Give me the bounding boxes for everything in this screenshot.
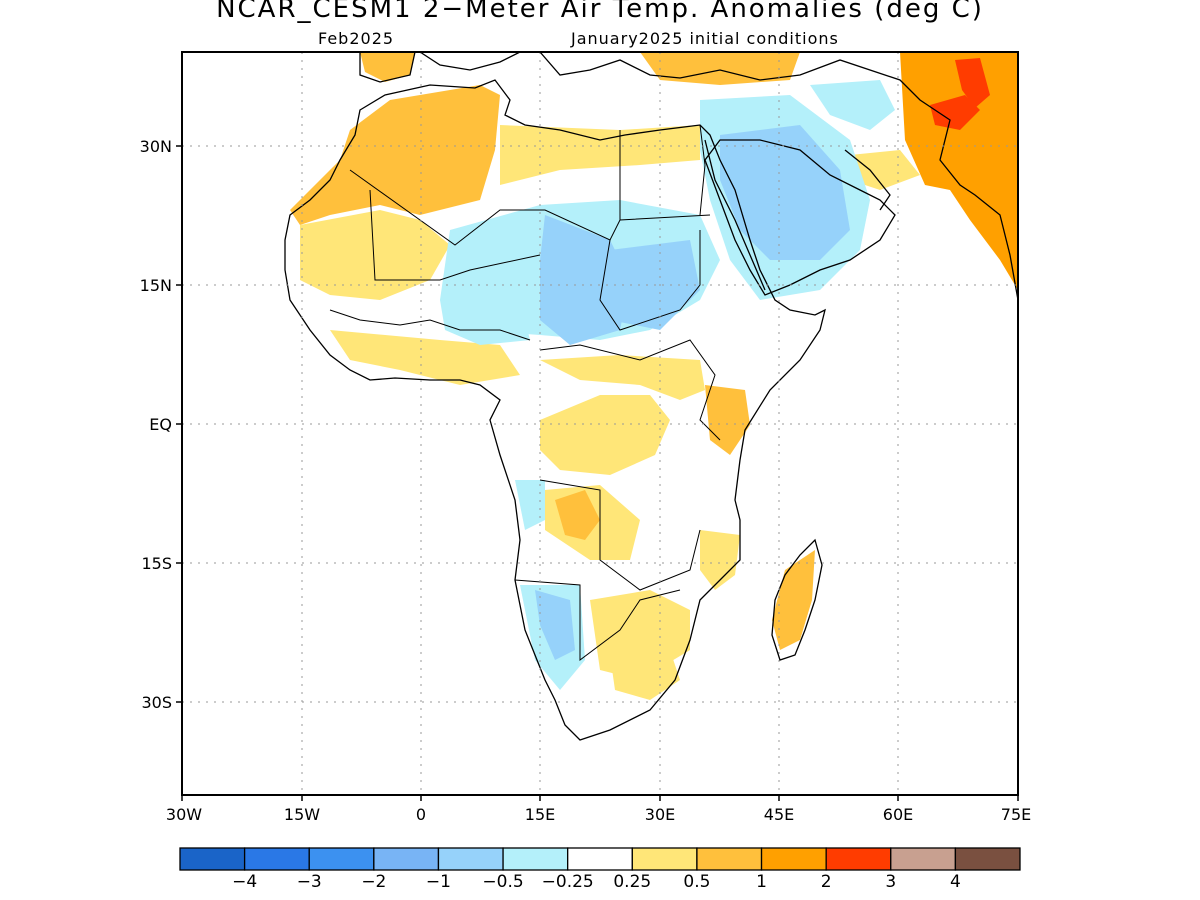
anomaly-shading <box>290 52 1018 700</box>
forecast-month: Feb2025 <box>318 29 395 48</box>
colorbar-swatch <box>502 847 569 871</box>
angola-warm <box>555 490 600 540</box>
colorbar-swatch <box>890 847 957 871</box>
iberia-warm <box>360 52 415 82</box>
colorbar-swatch <box>437 847 504 871</box>
colorbar-label: −0.5 <box>482 872 524 892</box>
africa-coastline <box>284 79 826 741</box>
colorbar-label: −4 <box>232 872 258 892</box>
colorbar-label: 2 <box>820 872 832 892</box>
lat-tick-30s: 30S <box>141 693 172 712</box>
red-sea <box>704 139 766 291</box>
kenya-warm <box>705 385 750 455</box>
colorbar-swatch <box>373 847 440 871</box>
chart-title: NCAR_CESM1 2−Meter Air Temp. Anomalies (… <box>216 0 984 24</box>
colorbar-swatch <box>243 847 310 871</box>
lat-tick-eq: EQ <box>149 415 172 434</box>
med-warm <box>640 52 800 85</box>
axis-ticks <box>176 145 1019 801</box>
border-central <box>539 339 721 441</box>
lon-tick-0: 0 <box>416 805 426 824</box>
lon-tick-30e: 30E <box>645 805 675 824</box>
colorbar-label: 0.25 <box>613 872 652 892</box>
arabia-coastline <box>704 139 896 296</box>
colorbar-swatch <box>825 847 892 871</box>
north-light-warm <box>500 125 700 185</box>
lon-tick-60e: 60E <box>883 805 913 824</box>
border-south2 <box>514 579 681 661</box>
colorbar-label: 3 <box>885 872 897 892</box>
colorbar-label: −3 <box>296 872 322 892</box>
colorbar-swatch <box>631 847 698 871</box>
sahel-light-warm <box>330 330 520 385</box>
east-africa-light-warm <box>540 355 705 400</box>
sahara-light-warm <box>300 210 450 300</box>
colorbar-label: −1 <box>425 872 451 892</box>
colorbar-swatch <box>308 847 375 871</box>
border-south <box>539 479 701 591</box>
colorbar-label: −2 <box>361 872 387 892</box>
sudan-cool <box>540 215 630 345</box>
lon-tick-45e: 45E <box>764 805 794 824</box>
arabia-cool <box>720 125 850 260</box>
lat-tick-30n: 30N <box>140 137 172 156</box>
border-mali <box>369 189 541 281</box>
persian-gulf <box>844 149 891 211</box>
himalaya-hot <box>955 58 990 108</box>
colorbar-label: 1 <box>756 872 767 892</box>
madagascar-warm <box>772 550 815 650</box>
asia-warm <box>900 52 1018 290</box>
colorbar-swatch <box>760 847 827 871</box>
lon-tick-30w: 30W <box>166 805 202 824</box>
gridlines <box>182 52 1018 795</box>
madagascar-coastline <box>771 538 823 661</box>
colorbar <box>179 847 1021 871</box>
colorbar-label: 4 <box>949 872 961 892</box>
europe-coastline <box>359 52 1018 301</box>
mozambique-light-warm <box>700 530 740 590</box>
colorbar-label: 0.5 <box>683 872 711 892</box>
colorbar-label: −0.25 <box>541 872 594 892</box>
lat-tick-15n: 15N <box>140 276 172 295</box>
lon-tick-15e: 15E <box>525 805 555 824</box>
lat-tick-15s: 15S <box>141 554 172 573</box>
colorbar-swatch <box>567 847 633 871</box>
levant-light-cool <box>810 80 895 130</box>
colorbar-swatch <box>696 847 763 871</box>
mideast-light-warm <box>850 150 920 190</box>
colorbar-swatch <box>954 847 1021 871</box>
southafrica-light-warm <box>610 650 680 700</box>
colorbar-swatch <box>179 847 246 871</box>
coastlines <box>284 52 1018 741</box>
nw-africa-warm <box>290 85 500 225</box>
country-borders <box>329 124 721 661</box>
iran-hot <box>930 95 980 130</box>
west-coast-light-cool <box>515 480 545 530</box>
border-east <box>619 124 706 220</box>
initial-conditions: January2025 initial conditions <box>571 29 839 48</box>
lon-tick-15w: 15W <box>284 805 320 824</box>
border-chad <box>599 230 701 331</box>
mali-light-cool <box>440 300 530 345</box>
border-west <box>329 309 531 341</box>
namibia-cool <box>535 590 575 660</box>
congo-light-warm <box>540 395 670 475</box>
lon-tick-75e: 75E <box>1001 805 1031 824</box>
